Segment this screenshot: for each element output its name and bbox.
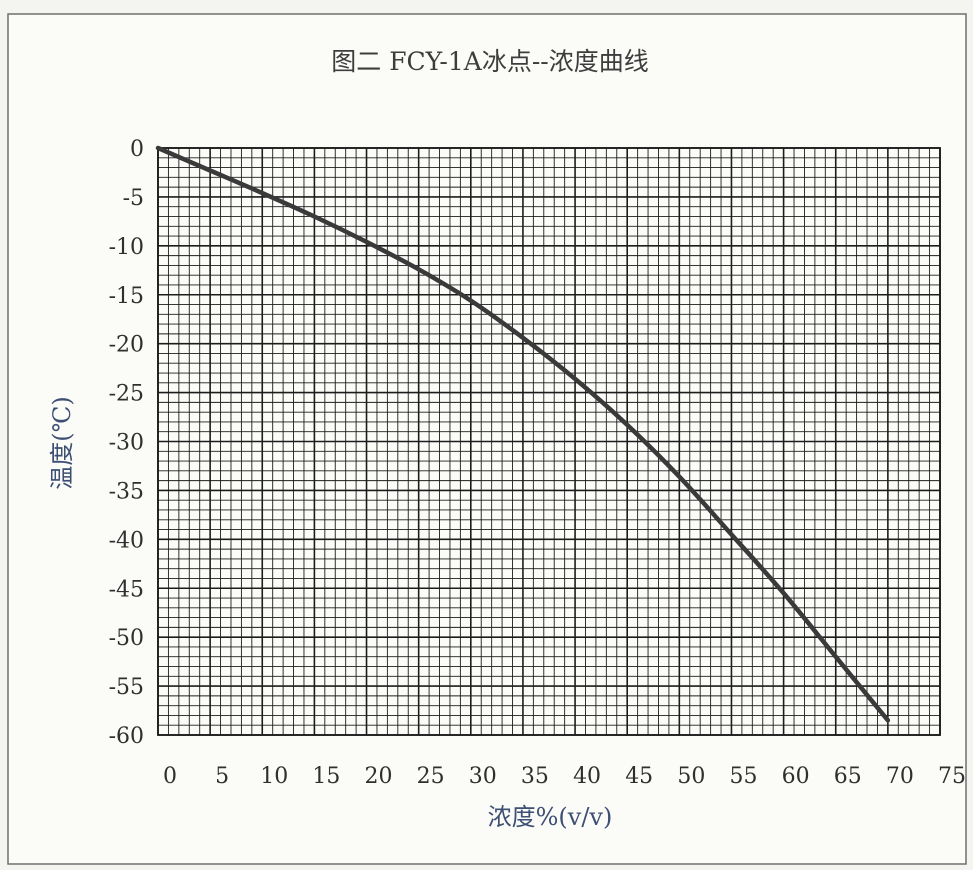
x-tick-label: 25 — [417, 764, 445, 789]
series-line — [155, 145, 891, 723]
y-tick-label: -15 — [109, 284, 144, 309]
x-tick-label: 0 — [163, 764, 177, 789]
chart-frame — [7, 13, 967, 865]
y-tick-label: -30 — [109, 431, 144, 456]
plot-border — [157, 147, 941, 736]
x-tick-label: 40 — [573, 764, 601, 789]
y-axis-label: 温度(℃) — [48, 396, 76, 490]
x-tick-label: 60 — [782, 764, 810, 789]
x-tick-label: 20 — [365, 764, 393, 789]
x-tick-label: 10 — [260, 764, 288, 789]
x-tick-label: 15 — [312, 764, 340, 789]
x-tick-label: 65 — [834, 764, 862, 789]
x-tick-label: 75 — [938, 764, 966, 789]
chart-title: 图二 FCY-1A冰点--浓度曲线 — [331, 47, 648, 76]
x-tick-label: 70 — [886, 764, 914, 789]
x-tick-label: 30 — [469, 764, 497, 789]
y-tick-label: 0 — [130, 137, 144, 162]
y-tick-label: -35 — [109, 479, 144, 504]
chart-grid — [157, 147, 941, 736]
y-tick-label: -25 — [109, 382, 144, 407]
y-tick-label: -55 — [109, 675, 144, 700]
x-tick-label: 50 — [677, 764, 705, 789]
x-axis-label: 浓度%(v/v) — [488, 803, 613, 831]
x-tick-label: 5 — [215, 764, 229, 789]
x-tick-label: 35 — [521, 764, 549, 789]
y-tick-label: -20 — [109, 333, 144, 358]
y-axis-tick-labels: 0 -5 -10 -15 -20 -25 -30 -35 -40 -45 -50 -55 -60 — [109, 137, 144, 749]
y-tick-label: -60 — [109, 724, 144, 749]
x-tick-label: 55 — [729, 764, 757, 789]
x-axis-tick-labels: 0 5 10 15 20 25 30 35 40 45 50 55 60 65 70 75 — [163, 764, 966, 789]
y-tick-label: -40 — [109, 528, 144, 553]
y-tick-label: -45 — [109, 577, 144, 602]
y-tick-label: -50 — [109, 626, 144, 651]
y-tick-label: -10 — [109, 235, 144, 260]
x-tick-label: 45 — [625, 764, 653, 789]
y-tick-label: -5 — [123, 186, 144, 211]
